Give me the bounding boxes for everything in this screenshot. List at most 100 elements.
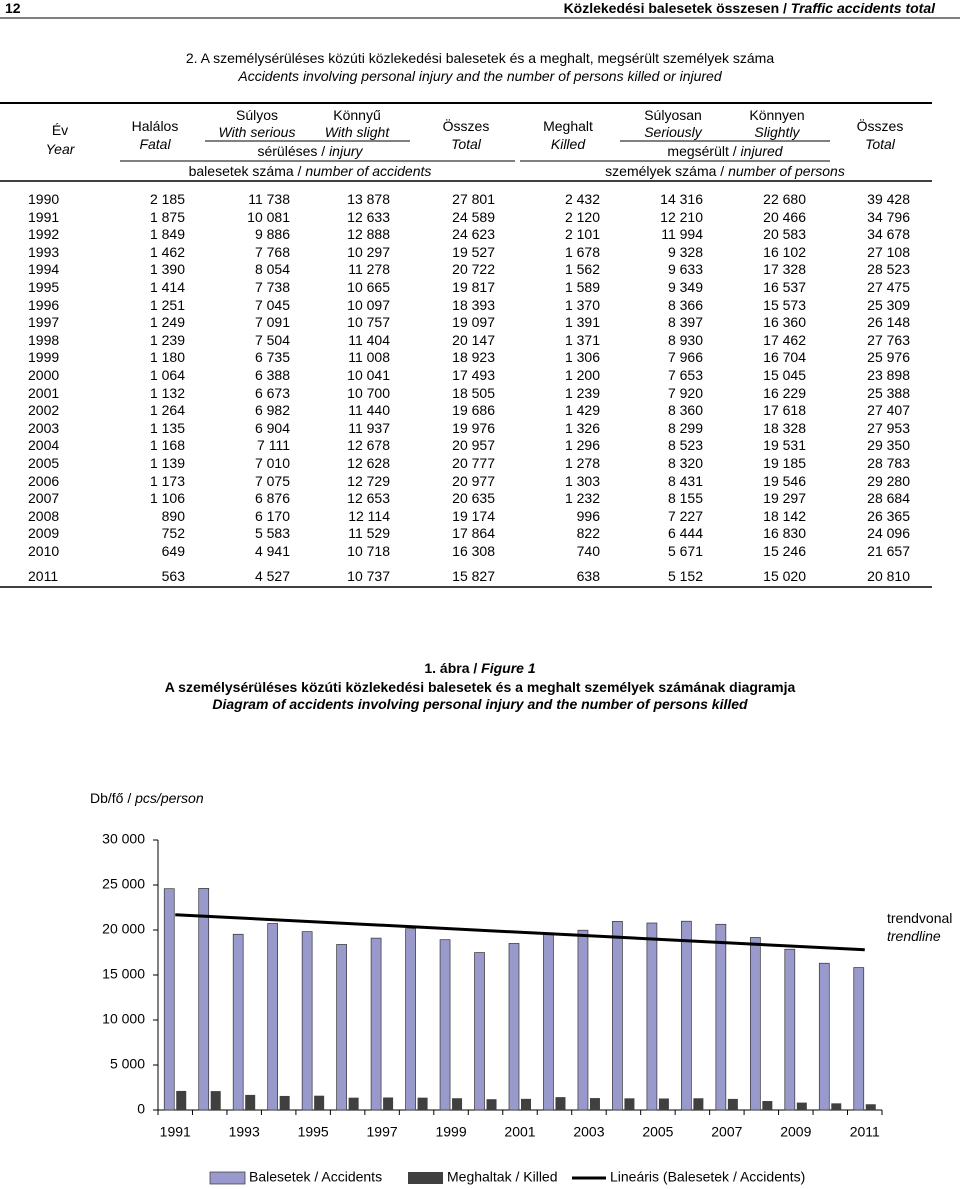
table-cell: 7 045: [254, 296, 290, 313]
table-cell: 27 108: [867, 243, 910, 260]
table-cell: 19 531: [763, 437, 806, 454]
bar: [543, 932, 554, 1111]
table-cell: 27 763: [867, 331, 910, 348]
col-header: Év: [51, 122, 69, 138]
y-tick-label: 10 000: [102, 1011, 145, 1027]
table-cell: 638: [576, 568, 600, 584]
year-cell: 2001: [28, 384, 60, 401]
table-cell: 8 523: [667, 437, 703, 454]
table-cell: 20 977: [452, 472, 495, 489]
table-cell: 11 937: [348, 419, 390, 436]
col-header: Összes: [856, 118, 904, 134]
table-cell: 16 360: [763, 314, 806, 331]
table-cell: 20 957: [452, 437, 495, 454]
table-cell: 7 966: [667, 349, 703, 366]
table-cell: 1 239: [149, 331, 185, 348]
x-tick-label: 1997: [367, 1124, 398, 1140]
year-cell: 2000: [28, 367, 60, 383]
table-cell: 1 239: [564, 384, 600, 401]
table-cell: 1 462: [149, 243, 185, 260]
col-header-en: Total: [451, 136, 481, 152]
col-header: Összes: [442, 118, 490, 134]
table-cell: 25 976: [867, 349, 910, 366]
table-cell: 7 653: [667, 367, 703, 383]
table-cell: 8 930: [667, 331, 703, 348]
bar: [646, 922, 658, 1111]
bar: [749, 937, 761, 1111]
bar: [314, 1095, 325, 1110]
table-cell: 17 864: [452, 525, 495, 542]
bar: [301, 931, 313, 1111]
col-header-en: Seriously: [644, 124, 702, 140]
table-cell: 25 309: [867, 296, 910, 313]
table-cell: 16 308: [452, 543, 495, 559]
table-cell: 12 888: [347, 226, 390, 243]
col-header-en: Total: [865, 136, 895, 152]
bar: [831, 1103, 842, 1110]
table-cell: 19 686: [452, 402, 495, 419]
table-cell: 7 091: [254, 314, 290, 331]
table-cell: 28 523: [867, 261, 910, 278]
table-cell: 17 462: [763, 331, 806, 348]
table-cell: 17 618: [763, 402, 806, 419]
table-cell: 18 393: [452, 296, 495, 313]
year-cell: 2010: [28, 543, 60, 559]
group-hu: sérüléses /: [257, 143, 326, 159]
table-cell: 19 976: [452, 419, 495, 436]
col-header-en: Killed: [550, 136, 586, 152]
table-cell: 1 173: [149, 472, 185, 489]
table-cell: 19 097: [452, 314, 495, 331]
group-en: number of accidents: [305, 163, 432, 179]
table-cell: 1 249: [149, 314, 185, 331]
bar: [784, 948, 796, 1111]
y-tick-label: 30 000: [102, 831, 145, 847]
year-cell: 2006: [28, 472, 60, 489]
table-cell: 7 075: [254, 472, 290, 489]
page-title: Közlekedési balesetek összesen / Traffic…: [564, 0, 935, 16]
table-cell: 11 529: [348, 525, 390, 542]
table-cell: 1 326: [564, 419, 600, 436]
table-cell: 13 878: [347, 191, 390, 207]
table-cell: 10 737: [347, 568, 390, 584]
trend-annotation-en: trendline: [887, 928, 941, 944]
table-cell: 1 306: [564, 349, 600, 366]
table-cell: 5 671: [667, 543, 703, 559]
year-cell: 1994: [28, 261, 60, 278]
table-cell: 2 120: [564, 208, 600, 225]
bar: [521, 1098, 531, 1110]
x-tick-label: 1991: [160, 1124, 191, 1140]
bar: [439, 939, 451, 1111]
figure-number-hu: 1. ábra /: [424, 660, 478, 676]
table-cell: 27 953: [867, 419, 910, 436]
bar: [210, 1091, 221, 1110]
year-cell: 2003: [28, 419, 60, 436]
table-cell: 11 278: [348, 261, 390, 278]
table-cell: 23 898: [867, 367, 910, 383]
table-cell: 16 102: [763, 243, 806, 260]
table-cell: 15 827: [452, 568, 495, 584]
table-cell: 1 180: [149, 349, 185, 366]
title-en: Traffic accidents total: [790, 0, 935, 16]
table-cell: 20 147: [452, 331, 495, 348]
table-cell: 1 414: [149, 279, 185, 295]
legend-label: Lineáris (Balesetek / Accidents): [610, 1169, 805, 1185]
bar: [715, 923, 727, 1111]
bar: [232, 933, 244, 1111]
table-cell: 28 783: [867, 455, 910, 471]
table-cell: 24 096: [867, 525, 910, 542]
table-cell: 29 280: [867, 472, 910, 489]
figure-number: 1. ábra / Figure 1: [424, 660, 535, 676]
table-cell: 7 920: [667, 384, 703, 401]
table-cell: 6 388: [254, 367, 290, 383]
bar: [279, 1095, 290, 1110]
bar: [198, 888, 210, 1111]
table-cell: 26 365: [867, 507, 910, 524]
table-cell: 4 941: [254, 543, 290, 559]
table-cell: 9 633: [667, 261, 703, 278]
table-cell: 11 440: [348, 402, 390, 419]
table-cell: 19 817: [452, 279, 495, 295]
table-cell: 9 886: [254, 226, 290, 243]
table-cell: 1 135: [149, 419, 185, 436]
bar: [681, 920, 692, 1111]
bar: [589, 1098, 600, 1110]
